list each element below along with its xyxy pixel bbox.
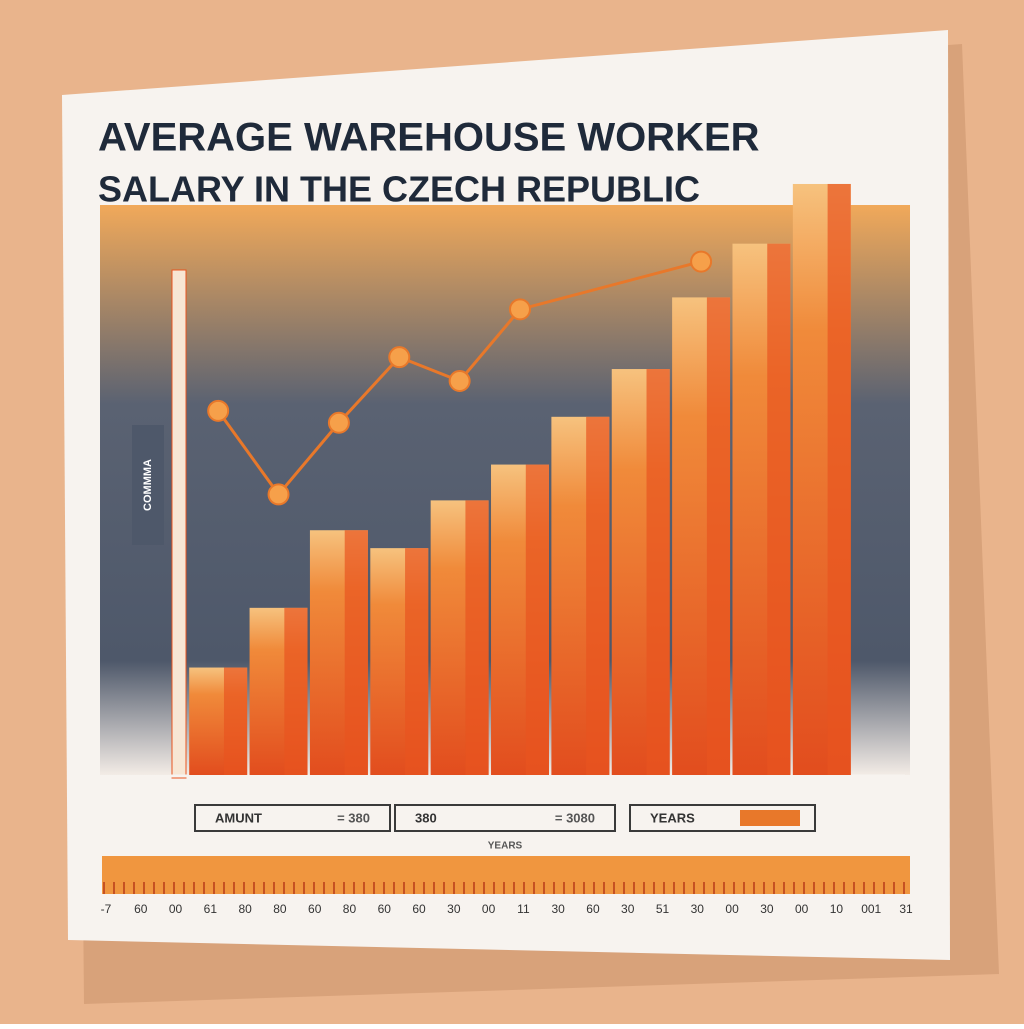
bar-side — [465, 500, 489, 775]
strip-label: 11 — [517, 902, 530, 916]
strip-label: 10 — [830, 902, 844, 916]
bar-side — [646, 369, 670, 775]
line-point — [388, 346, 411, 369]
bar-side — [827, 183, 851, 776]
strip-label: 61 — [204, 902, 218, 916]
strip-label: 80 — [238, 902, 252, 916]
y-axis-label: COMMMA — [142, 459, 154, 511]
legend-label: AMUNT — [215, 810, 262, 825]
strip-label: 60 — [586, 902, 600, 916]
bar-side — [284, 607, 308, 775]
strip-label: 60 — [412, 902, 426, 916]
strip-label: 00 — [795, 902, 809, 916]
strip — [102, 856, 910, 894]
legend-label: YEARS — [650, 810, 695, 825]
legend-box — [194, 804, 391, 832]
line-point — [207, 399, 230, 422]
legend-text: = 3080 — [555, 810, 595, 825]
y-label-box — [132, 425, 164, 545]
line-point — [448, 369, 471, 392]
strip-label: 80 — [273, 902, 287, 916]
line-point — [509, 298, 531, 321]
line-point — [327, 411, 350, 434]
bar-side — [223, 667, 248, 775]
strip-label: 00 — [482, 902, 496, 916]
legend-text: = 380 — [337, 810, 370, 825]
bar-side — [525, 464, 549, 775]
bar-side — [344, 530, 368, 775]
strip-label: 60 — [308, 902, 322, 916]
strip-label: 30 — [760, 902, 774, 916]
legend-box — [394, 804, 616, 832]
y-axis — [171, 269, 187, 779]
chart-subtitle: SALARY IN THE CZECH REPUBLIC — [98, 169, 700, 210]
line-point — [690, 250, 713, 273]
strip-label: 00 — [169, 902, 183, 916]
strip-label: 30 — [447, 902, 461, 916]
strip-label: 30 — [691, 902, 705, 916]
line-point — [267, 483, 290, 506]
strip-label: 30 — [551, 902, 565, 916]
legend-swatch — [740, 810, 800, 826]
strip-title: YEARS — [488, 841, 523, 852]
bar-side — [706, 297, 731, 775]
bar-side — [586, 416, 610, 775]
chart-title: AVERAGE WAREHOUSE WORKER — [98, 116, 760, 160]
legend-label: 380 — [415, 810, 437, 825]
strip-label: 60 — [378, 902, 392, 916]
strip-label: 51 — [656, 902, 670, 916]
bar-side — [405, 548, 429, 775]
strip-label: -7 — [101, 902, 112, 916]
strip-label: 60 — [134, 902, 148, 916]
bar-side — [767, 243, 791, 776]
strip-label: 001 — [861, 902, 881, 916]
strip-label: 80 — [343, 902, 357, 916]
strip-label: 00 — [725, 902, 739, 916]
strip-label: 30 — [621, 902, 635, 916]
strip-label: 31 — [899, 902, 913, 916]
